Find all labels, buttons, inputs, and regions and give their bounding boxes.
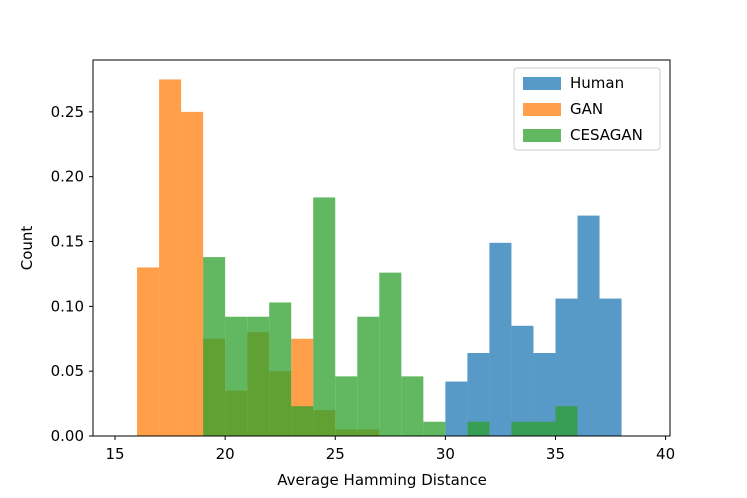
x-tick-label-35: 35 [546, 445, 565, 463]
y-tick-label-3: 0.15 [51, 233, 84, 251]
bar-gan-17 [159, 79, 182, 436]
bar-cesagan-27 [379, 272, 402, 436]
legend-swatch-gan [523, 103, 561, 116]
bar-human-36 [577, 215, 600, 436]
legend-swatch-cesagan [523, 129, 561, 142]
y-tick-label-4: 0.20 [51, 168, 84, 186]
bar-cesagan-26 [357, 316, 380, 436]
x-tick-label-40: 40 [656, 445, 675, 463]
legend-label-cesagan: CESAGAN [570, 126, 643, 144]
bar-cesagan-33 [511, 421, 534, 436]
bar-gan-16 [137, 267, 160, 436]
x-tick-label-15: 15 [105, 445, 124, 463]
legend-swatch-human [523, 77, 561, 90]
bar-cesagan-29 [423, 421, 446, 436]
plot-frame [92, 59, 671, 437]
bar-cesagan-28 [401, 376, 424, 436]
y-tick-label-1: 0.05 [51, 362, 84, 380]
bar-cesagan-22 [269, 302, 292, 436]
y-axis: 0.00 0.05 0.10 0.15 0.20 0.25 [51, 103, 93, 445]
x-axis: 15 20 25 30 35 40 [105, 436, 675, 463]
bars-layer [137, 79, 622, 437]
bar-human-30 [445, 381, 468, 436]
x-tick-label-25: 25 [326, 445, 345, 463]
bar-cesagan-25 [335, 376, 358, 436]
bar-cesagan-19 [203, 257, 226, 436]
bar-gan-18 [181, 111, 204, 437]
bar-cesagan-24 [313, 197, 336, 436]
legend: Human GAN CESAGAN [513, 67, 661, 151]
y-tick-label-2: 0.10 [51, 297, 84, 315]
x-tick-label-30: 30 [436, 445, 455, 463]
bar-cesagan-23 [291, 406, 314, 436]
bar-human-31 [467, 353, 490, 436]
bar-cesagan-31 [467, 421, 490, 436]
bar-human-33 [511, 325, 534, 436]
bar-cesagan-20 [225, 316, 248, 436]
bar-cesagan-34 [533, 421, 556, 436]
x-tick-label-20: 20 [216, 445, 235, 463]
legend-label-human: Human [570, 74, 624, 92]
bar-human-35 [555, 298, 578, 436]
bar-human-37 [599, 298, 622, 436]
bar-cesagan-35 [555, 406, 578, 436]
bar-human-34 [533, 353, 556, 436]
x-axis-label: Average Hamming Distance [277, 471, 487, 489]
y-tick-label-5: 0.25 [51, 103, 84, 121]
y-tick-label-0: 0.00 [51, 427, 84, 445]
legend-label-gan: GAN [570, 100, 603, 118]
bar-cesagan-21 [247, 316, 270, 436]
y-axis-label: Count [18, 226, 36, 271]
bar-human-32 [489, 242, 512, 436]
